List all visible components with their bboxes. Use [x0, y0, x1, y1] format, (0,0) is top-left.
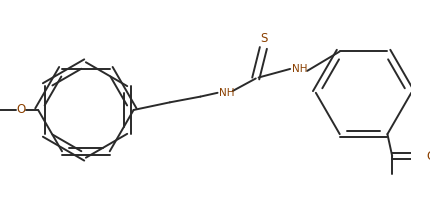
Text: NH: NH [219, 88, 234, 98]
Text: O: O [16, 103, 25, 117]
Text: S: S [260, 32, 267, 45]
Text: O: O [426, 150, 430, 162]
Text: NH: NH [291, 64, 307, 74]
